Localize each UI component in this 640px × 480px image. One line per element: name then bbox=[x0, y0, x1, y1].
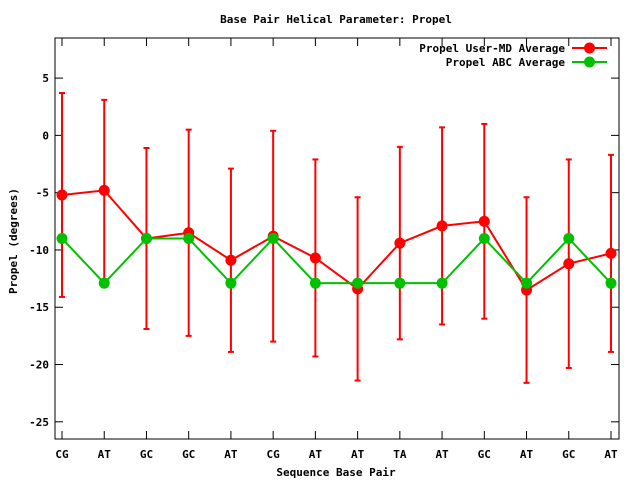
x-axis: CG AT GC GC AT CG AT AT TA AT GC AT GC AT bbox=[55, 38, 618, 461]
y-tick-label: 0 bbox=[42, 129, 49, 142]
legend-label: Propel ABC Average bbox=[446, 56, 566, 69]
y-axis: 5 0 -5 -10 -15 -20 -25 bbox=[29, 72, 619, 429]
x-tick-label: AT bbox=[224, 448, 238, 461]
data-point bbox=[140, 233, 152, 244]
x-tick-label: GC bbox=[478, 448, 491, 461]
chart-title: Base Pair Helical Parameter: Propel bbox=[220, 13, 452, 26]
x-tick-label: GC bbox=[562, 448, 575, 461]
y-tick-label: -20 bbox=[29, 359, 49, 372]
y-axis-label: Propel (degrees) bbox=[7, 188, 20, 294]
plot-frame bbox=[54, 37, 620, 440]
data-point bbox=[478, 233, 490, 244]
data-point bbox=[225, 254, 237, 266]
data-point bbox=[56, 233, 68, 244]
x-tick-label: AT bbox=[435, 448, 449, 461]
legend-marker bbox=[584, 42, 595, 54]
legend-label: Propel User-MD Average bbox=[419, 42, 565, 55]
data-point bbox=[436, 220, 448, 232]
data-point bbox=[605, 247, 617, 259]
y-tick-label: -10 bbox=[29, 244, 49, 257]
x-tick-label: AT bbox=[351, 448, 365, 461]
data-point bbox=[183, 233, 195, 244]
series-2 bbox=[56, 233, 617, 289]
data-point bbox=[478, 215, 490, 227]
series-1 bbox=[56, 91, 617, 384]
x-tick-label: GC bbox=[182, 448, 195, 461]
data-point bbox=[225, 277, 237, 289]
data-point bbox=[394, 277, 406, 289]
data-point bbox=[56, 189, 68, 201]
data-point bbox=[98, 184, 110, 196]
x-tick-label: GC bbox=[140, 448, 153, 461]
series-layer bbox=[56, 91, 617, 384]
legend-marker bbox=[584, 56, 595, 68]
data-point bbox=[394, 237, 406, 249]
x-tick-label: AT bbox=[309, 448, 323, 461]
x-tick-label: CG bbox=[55, 448, 69, 461]
series-line bbox=[61, 237, 612, 285]
y-tick-label: 5 bbox=[42, 72, 49, 85]
x-tick-label: AT bbox=[520, 448, 534, 461]
y-tick-label: -25 bbox=[29, 416, 49, 429]
data-point bbox=[605, 277, 617, 289]
x-tick-label: CG bbox=[267, 448, 281, 461]
x-tick-label: AT bbox=[604, 448, 618, 461]
data-point bbox=[563, 258, 575, 270]
y-tick-label: -5 bbox=[36, 187, 49, 200]
data-point bbox=[267, 233, 279, 244]
data-point bbox=[563, 233, 575, 244]
x-tick-label: TA bbox=[393, 448, 407, 461]
y-tick-label: -15 bbox=[29, 301, 49, 314]
data-point bbox=[436, 277, 448, 289]
data-point bbox=[309, 252, 321, 264]
x-tick-label: AT bbox=[98, 448, 112, 461]
data-point bbox=[98, 277, 110, 289]
data-point bbox=[309, 277, 321, 289]
data-point bbox=[352, 277, 364, 289]
data-point bbox=[521, 277, 533, 289]
x-axis-label: Sequence Base Pair bbox=[276, 466, 396, 479]
